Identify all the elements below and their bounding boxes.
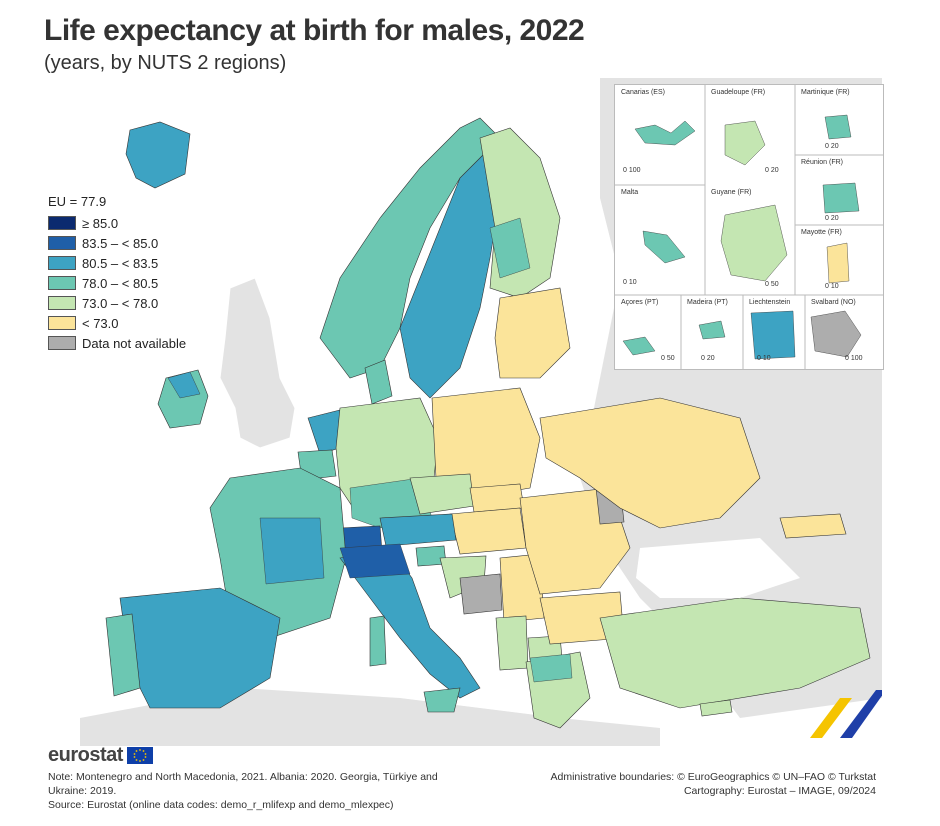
legend-label: Data not available xyxy=(82,335,187,351)
svalbard-shape xyxy=(810,310,862,358)
inset-guadeloupe: Guadeloupe (FR) 0 20 xyxy=(711,89,779,174)
reunion-shape xyxy=(822,182,860,214)
black-sea xyxy=(636,538,800,598)
inset-grid xyxy=(615,85,883,369)
legend-eu-average: EU = 77.9 xyxy=(48,194,107,209)
martinique-shape xyxy=(824,114,852,140)
legend-item: Data not available xyxy=(48,333,186,353)
greece-north xyxy=(529,653,573,683)
slovakia xyxy=(469,483,525,513)
eu-flag-icon xyxy=(126,747,153,764)
legend-item: 78.0 – < 80.5 xyxy=(48,273,186,293)
corner-stripe-yellow xyxy=(810,698,852,738)
inset-reunion: Réunion (FR) 0 20 xyxy=(801,159,844,222)
legend-label: ≥ 85.0 xyxy=(82,215,119,231)
cartography-credit: Cartography: Eurostat – IMAGE, 09/2024 xyxy=(683,785,876,797)
sardinia xyxy=(369,615,387,667)
legend-item: 80.5 – < 83.5 xyxy=(48,253,186,273)
inset-acores: Açores (PT) 0 50 xyxy=(621,299,675,362)
ukraine xyxy=(539,397,761,529)
finland-south xyxy=(489,217,531,279)
czechia xyxy=(409,473,475,515)
legend-swatch xyxy=(48,216,76,230)
credits-block: Administrative boundaries: © EuroGeograp… xyxy=(550,770,876,798)
malta-shape xyxy=(642,230,686,264)
ireland-north xyxy=(167,371,201,399)
corner-stripe-blue xyxy=(840,690,882,738)
inset-madeira: Madeira (PT) 0 20 xyxy=(687,299,728,362)
canarias-shape xyxy=(634,120,696,146)
legend: EU = 77.9 ≥ 85.0 83.5 – < 85.0 80.5 – < … xyxy=(48,194,186,353)
turkiye xyxy=(599,597,871,709)
mayotte-shape xyxy=(826,242,850,284)
baltics xyxy=(494,287,571,379)
map-title: Life expectancy at birth for males, 2022 xyxy=(44,14,585,47)
note-block: Note: Montenegro and North Macedonia, 20… xyxy=(48,770,468,812)
inset-canarias: Canarias (ES) 0 100 xyxy=(621,89,665,174)
madeira-shape xyxy=(698,320,726,340)
legend-label: 83.5 – < 85.0 xyxy=(82,235,159,251)
legend-item: ≥ 85.0 xyxy=(48,213,186,233)
inset-liechtenstein: Liechtenstein 0 10 xyxy=(749,299,791,362)
legend-swatch xyxy=(48,336,76,350)
legend-item: 73.0 – < 78.0 xyxy=(48,293,186,313)
guadeloupe-shape xyxy=(724,120,766,166)
legend-swatch xyxy=(48,256,76,270)
legend-label: < 73.0 xyxy=(82,315,119,331)
legend-label: 80.5 – < 83.5 xyxy=(82,255,159,271)
legend-label: 78.0 – < 80.5 xyxy=(82,275,159,291)
legend-swatch xyxy=(48,236,76,250)
source-text: Source: Eurostat (online data codes: dem… xyxy=(48,799,394,811)
inset-svalbard: Svalbard (NO) 0 100 xyxy=(811,299,863,362)
inset-guyane: Guyane (FR) 0 50 xyxy=(711,189,779,288)
inset-malta: Malta 0 10 xyxy=(621,189,639,286)
montenegro-albania xyxy=(495,615,529,671)
inset-mayotte: Mayotte (FR) 0 10 xyxy=(801,229,842,290)
inset-panel: Canarias (ES) 0 100 Guadeloupe (FR) 0 20 M… xyxy=(614,84,884,370)
italy-north xyxy=(339,543,411,579)
note-text: Note: Montenegro and North Macedonia, 20… xyxy=(48,771,438,797)
austria xyxy=(379,513,457,547)
legend-item: < 73.0 xyxy=(48,313,186,333)
legend-swatch xyxy=(48,296,76,310)
legend-swatch xyxy=(48,276,76,290)
acores-shape xyxy=(622,336,656,356)
eurostat-logo: eurostat xyxy=(48,744,153,767)
cyprus xyxy=(699,699,733,717)
iceland xyxy=(125,121,191,189)
portugal xyxy=(105,613,141,697)
legend-item: 83.5 – < 85.0 xyxy=(48,233,186,253)
map-subtitle: (years, by NUTS 2 regions) xyxy=(44,52,287,74)
sicily xyxy=(423,687,461,713)
great-britain xyxy=(219,277,296,449)
hungary xyxy=(449,507,527,555)
legend-swatch xyxy=(48,316,76,330)
georgia xyxy=(779,513,847,539)
guyane-shape xyxy=(720,204,788,282)
legend-label: 73.0 – < 78.0 xyxy=(82,295,159,311)
logo-wordmark: eurostat xyxy=(48,744,123,766)
liechtenstein-shape xyxy=(750,310,796,360)
boundaries-credit: Administrative boundaries: © EuroGeograp… xyxy=(550,771,876,783)
denmark xyxy=(364,359,393,405)
bosnia xyxy=(459,573,503,615)
inset-martinique: Martinique (FR) 0 20 xyxy=(801,89,850,150)
france-centre xyxy=(259,517,325,585)
